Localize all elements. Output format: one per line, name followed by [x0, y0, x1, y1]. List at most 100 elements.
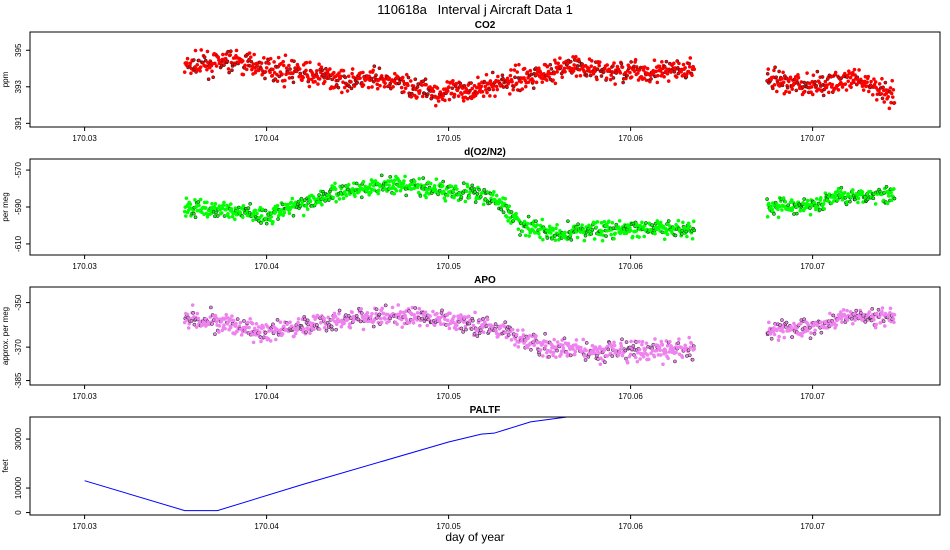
data-point — [520, 87, 525, 91]
data-point — [400, 75, 405, 80]
data-point — [571, 347, 575, 351]
data-point — [780, 326, 785, 331]
data-point — [368, 182, 373, 187]
data-point — [499, 207, 504, 212]
data-point — [415, 95, 419, 99]
data-point — [674, 75, 679, 79]
data-point — [605, 344, 610, 349]
data-point — [877, 82, 882, 86]
data-point — [333, 314, 338, 319]
data-point — [644, 221, 648, 225]
data-point — [447, 326, 452, 331]
data-point — [556, 237, 561, 242]
data-point — [361, 70, 365, 75]
data-point — [787, 90, 792, 95]
data-point — [590, 343, 595, 348]
data-point — [461, 181, 466, 185]
data-point — [336, 85, 341, 90]
data-point — [304, 330, 308, 335]
data-point — [833, 70, 838, 75]
data-point — [595, 353, 599, 358]
data-point — [185, 61, 189, 65]
data-point — [487, 87, 492, 92]
data-point — [588, 73, 593, 78]
data-point — [450, 86, 455, 91]
data-point — [534, 80, 539, 85]
data-point — [692, 228, 697, 233]
data-point — [506, 219, 510, 223]
data-point — [304, 68, 308, 73]
data-point — [235, 317, 240, 321]
data-point — [320, 202, 324, 207]
data-point — [478, 194, 483, 199]
data-point — [226, 67, 231, 71]
data-point — [790, 335, 795, 339]
data-point — [355, 80, 360, 85]
data-point — [417, 176, 422, 181]
data-point — [345, 89, 350, 93]
data-point — [781, 329, 785, 334]
data-point — [433, 103, 438, 108]
data-point — [782, 335, 787, 340]
data-point — [287, 63, 291, 68]
data-point — [786, 203, 791, 208]
data-point — [881, 319, 886, 324]
data-point — [296, 199, 301, 204]
data-point — [666, 79, 671, 83]
data-point — [318, 320, 323, 325]
data-point — [856, 196, 861, 201]
data-point — [452, 314, 456, 319]
data-point — [614, 71, 619, 75]
data-point — [593, 69, 598, 74]
data-point — [228, 49, 233, 54]
data-point — [488, 94, 492, 98]
data-point — [420, 94, 425, 99]
data-point — [612, 61, 616, 65]
data-point — [469, 327, 474, 331]
data-point — [616, 225, 621, 229]
x-tick-label: 170.05 — [436, 134, 461, 143]
data-point — [822, 207, 827, 211]
data-point — [681, 220, 685, 225]
data-point — [203, 206, 208, 210]
data-point — [796, 75, 801, 80]
data-point — [402, 90, 406, 94]
x-tick-label: 170.05 — [436, 392, 461, 401]
data-point — [514, 332, 519, 337]
data-point — [644, 341, 649, 346]
data-point — [342, 321, 346, 326]
data-point — [633, 355, 638, 360]
data-point — [676, 341, 681, 345]
data-point — [640, 220, 644, 225]
data-point — [551, 353, 555, 358]
data-point — [182, 320, 187, 325]
data-point — [449, 184, 454, 189]
data-point — [390, 305, 395, 310]
data-point — [665, 343, 670, 348]
data-point — [431, 89, 436, 94]
data-point — [608, 77, 613, 82]
data-point — [304, 204, 309, 208]
data-point — [336, 78, 340, 83]
data-point — [605, 63, 610, 67]
data-point — [560, 75, 565, 80]
data-point — [628, 352, 633, 357]
data-point — [275, 203, 280, 208]
data-point — [687, 61, 692, 66]
data-point — [227, 70, 231, 75]
data-point — [475, 334, 480, 338]
data-point — [613, 82, 618, 86]
data-point — [410, 91, 414, 96]
data-point — [280, 332, 285, 336]
data-point — [418, 323, 422, 328]
data-point — [370, 85, 374, 89]
data-point — [507, 204, 512, 209]
data-point — [481, 94, 486, 99]
data-point — [387, 76, 391, 80]
data-point — [892, 196, 897, 201]
data-point — [391, 181, 396, 186]
data-point — [663, 350, 668, 355]
data-point — [465, 184, 470, 189]
data-point — [603, 360, 607, 365]
data-point — [777, 69, 781, 74]
